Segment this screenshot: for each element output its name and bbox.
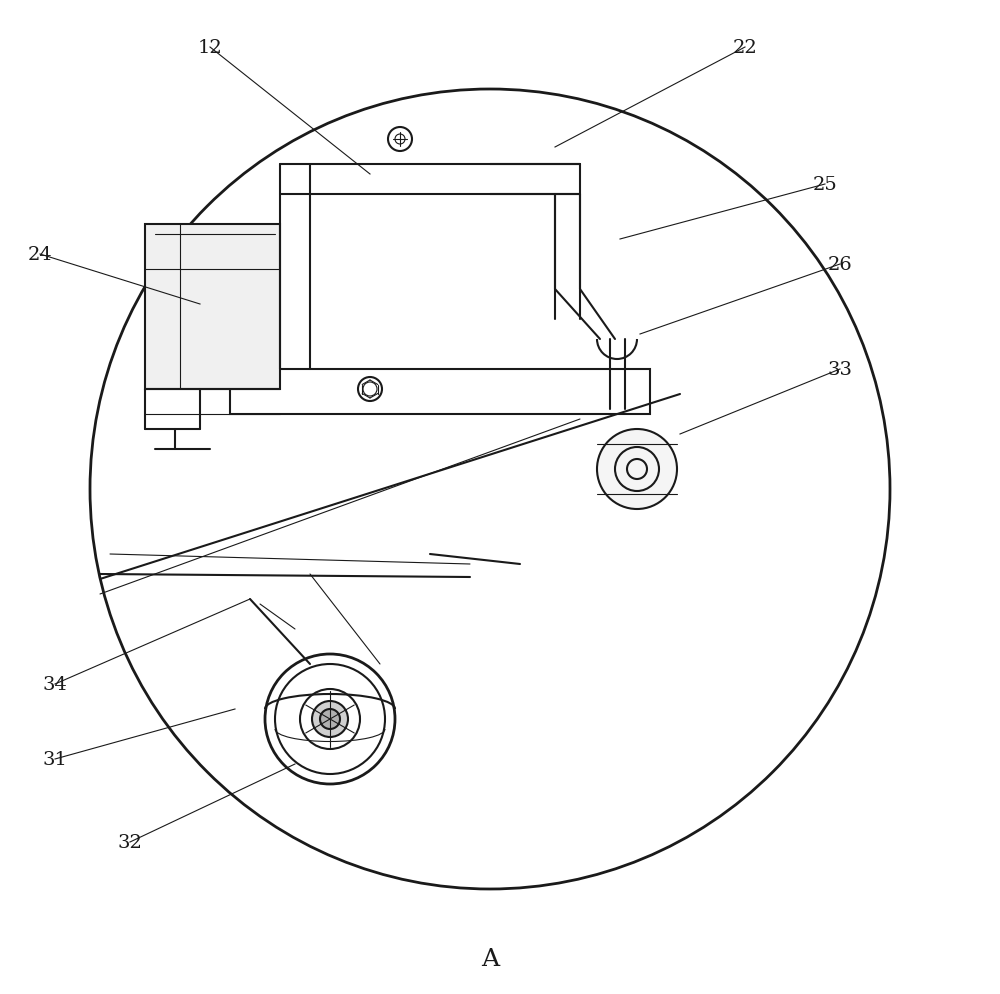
Bar xyxy=(230,370,650,414)
Text: 12: 12 xyxy=(198,39,222,57)
Circle shape xyxy=(312,702,348,738)
Circle shape xyxy=(597,429,677,510)
Text: 32: 32 xyxy=(118,833,142,851)
Text: 24: 24 xyxy=(28,246,52,263)
Text: 31: 31 xyxy=(43,750,67,768)
Text: A: A xyxy=(481,947,499,970)
Text: 26: 26 xyxy=(828,255,852,273)
Text: 25: 25 xyxy=(813,176,837,194)
Bar xyxy=(145,225,280,390)
Text: 22: 22 xyxy=(733,39,757,57)
Text: 34: 34 xyxy=(43,675,67,693)
Circle shape xyxy=(320,710,340,730)
Text: 33: 33 xyxy=(828,361,852,379)
